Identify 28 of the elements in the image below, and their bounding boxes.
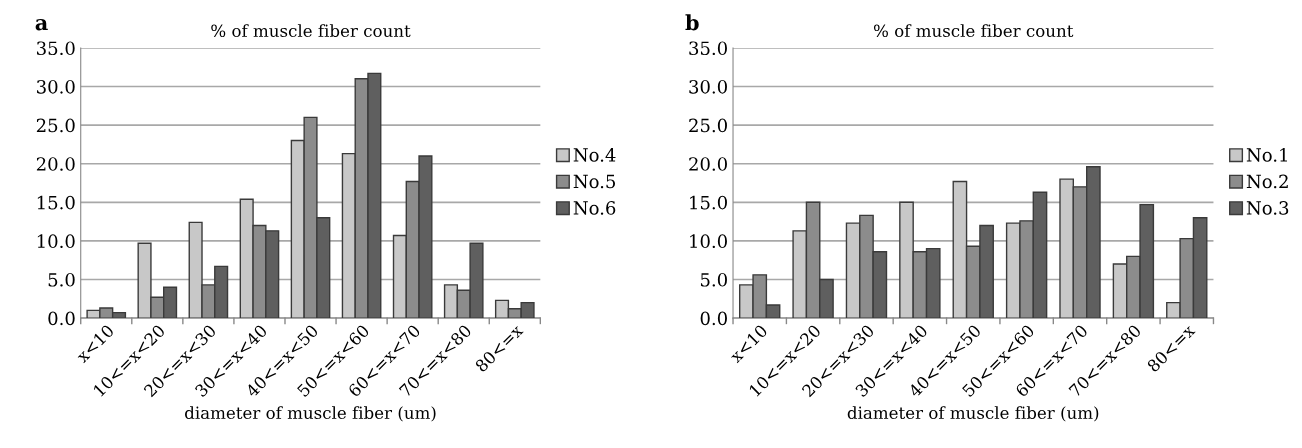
legend-label: No.1 xyxy=(1246,148,1287,162)
x-axis-title: diameter of muscle fiber (um) xyxy=(185,406,436,422)
y-tick-label: 25.0 xyxy=(689,118,727,133)
y-tick-label: 30.0 xyxy=(37,79,75,94)
legend-label: No.5 xyxy=(573,174,616,189)
y-tick-label: 20.0 xyxy=(36,157,75,171)
y-tick-label: 35.0 xyxy=(37,41,75,56)
legend-label: No.2 xyxy=(1246,174,1288,189)
y-tick-label: 0.0 xyxy=(700,311,727,326)
y-tick-label: 5.0 xyxy=(48,272,75,287)
chart-title: % of muscle fiber count xyxy=(211,24,411,38)
y-tick-label: 15.0 xyxy=(37,195,75,210)
legend-label: No.3 xyxy=(1246,201,1289,215)
text: b xyxy=(685,14,699,31)
y-tick-label: 10.0 xyxy=(37,234,75,249)
y-tick-label: 25.0 xyxy=(36,118,75,133)
y-tick-label: 35.0 xyxy=(689,41,727,56)
text: a xyxy=(35,18,48,31)
y-tick-label: 15.0 xyxy=(690,195,727,210)
y-tick-label: 0.0 xyxy=(48,311,75,326)
legend-label: No.4 xyxy=(573,148,616,162)
y-tick-label: 20.0 xyxy=(689,157,727,171)
y-tick-label: 10.0 xyxy=(690,234,727,249)
chart-title: % of muscle fiber count xyxy=(873,24,1074,38)
y-tick-label: 5.0 xyxy=(700,272,727,287)
legend-label: No.6 xyxy=(573,201,616,215)
x-axis-title: diameter of muscle fiber (um) xyxy=(847,406,1099,422)
y-tick-label: 30.0 xyxy=(689,79,727,94)
